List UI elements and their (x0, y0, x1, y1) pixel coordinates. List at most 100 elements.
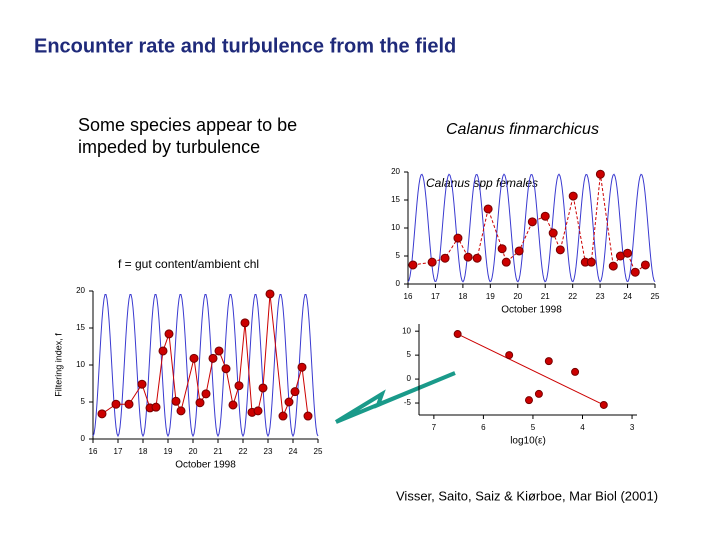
x-tick-label: 5 (531, 423, 536, 432)
turbulence-wave (92, 294, 319, 438)
point (158, 346, 168, 356)
point (195, 398, 205, 408)
point (534, 389, 543, 398)
y-tick-label: 20 (391, 167, 400, 176)
point (221, 364, 231, 374)
y-axis-label: Filtering index, f (53, 333, 63, 397)
definition: f = gut content/ambient chl (118, 257, 259, 271)
x-tick-label: 17 (431, 292, 440, 301)
x-tick-label: 24 (623, 292, 632, 301)
point (595, 169, 605, 179)
point (640, 260, 650, 270)
x-tick-label: 16 (404, 292, 413, 301)
point (240, 318, 250, 328)
point (234, 381, 244, 391)
y-tick-label: 0 (407, 374, 412, 383)
x-axis-label: log10(ε) (510, 436, 546, 447)
y-tick-label: 15 (76, 323, 85, 332)
fit-line (457, 333, 605, 406)
y-tick-label: 20 (76, 286, 85, 295)
point (124, 399, 134, 409)
y-tick-label: 10 (391, 223, 400, 232)
point (427, 257, 437, 267)
point (548, 228, 558, 238)
y-tick-label: 5 (81, 397, 86, 406)
x-tick-label: 25 (314, 447, 323, 456)
point (630, 267, 640, 277)
x-tick-label: 16 (89, 447, 98, 456)
point (201, 389, 211, 399)
point (265, 289, 275, 299)
point (297, 362, 307, 372)
point (171, 396, 181, 406)
point (568, 191, 578, 201)
point (440, 253, 450, 263)
point (208, 353, 218, 363)
point (544, 357, 553, 366)
x-tick-label: 20 (513, 292, 522, 301)
turbulence-wave (407, 173, 656, 283)
y-tick-label: 0 (396, 279, 401, 288)
point (228, 400, 238, 410)
x-tick-label: 25 (651, 292, 660, 301)
y-tick-label: 5 (396, 251, 401, 260)
zigzag-arrow (334, 371, 456, 424)
x-tick-label: 6 (481, 423, 486, 432)
x-tick-label: 24 (289, 447, 298, 456)
point (540, 211, 550, 221)
x-tick-label: 19 (486, 292, 495, 301)
point (524, 396, 533, 405)
x-tick-label: 19 (164, 447, 173, 456)
point (514, 246, 524, 256)
y-tick-label: 15 (391, 195, 400, 204)
point (623, 248, 633, 258)
point (137, 379, 147, 389)
point (453, 233, 463, 243)
point (608, 261, 618, 271)
point (189, 353, 199, 363)
note-right: Calanus finmarchicus (446, 121, 599, 138)
x-tick-label: 21 (214, 447, 223, 456)
x-tick-label: 3 (630, 423, 635, 432)
point (97, 409, 107, 419)
point (164, 329, 174, 339)
point (571, 367, 580, 376)
slide-title: Encounter rate and turbulence from the f… (34, 35, 456, 57)
y-tick-label: 0 (81, 434, 86, 443)
point (527, 217, 537, 227)
point (453, 330, 462, 339)
point (111, 399, 121, 409)
point (472, 253, 482, 263)
x-tick-label: 23 (596, 292, 605, 301)
point (497, 244, 507, 254)
point (483, 204, 493, 214)
point (501, 257, 511, 267)
x-tick-label: 18 (458, 292, 467, 301)
x-tick-label: 20 (189, 447, 198, 456)
x-tick-label: 22 (239, 447, 248, 456)
point (253, 406, 263, 416)
y-tick-label: 10 (402, 326, 411, 335)
point (278, 411, 288, 421)
x-tick-label: 18 (139, 447, 148, 456)
point (463, 252, 473, 262)
point (303, 411, 313, 421)
chart-title: Calanus spp females (426, 176, 538, 190)
x-axis-label: October 1998 (501, 305, 562, 316)
point (408, 260, 418, 270)
point (151, 402, 161, 412)
y-tick-label: 10 (76, 360, 85, 369)
point (505, 351, 514, 360)
x-tick-label: 23 (264, 447, 273, 456)
point (586, 257, 596, 267)
point (258, 383, 268, 393)
x-tick-label: 4 (580, 423, 585, 432)
x-tick-label: 17 (114, 447, 123, 456)
point (284, 397, 294, 407)
x-tick-label: 7 (432, 423, 437, 432)
x-tick-label: 22 (568, 292, 577, 301)
citation: Visser, Saito, Saiz & Kiørboe, Mar Biol … (396, 488, 658, 503)
point (214, 346, 224, 356)
point (290, 387, 300, 397)
